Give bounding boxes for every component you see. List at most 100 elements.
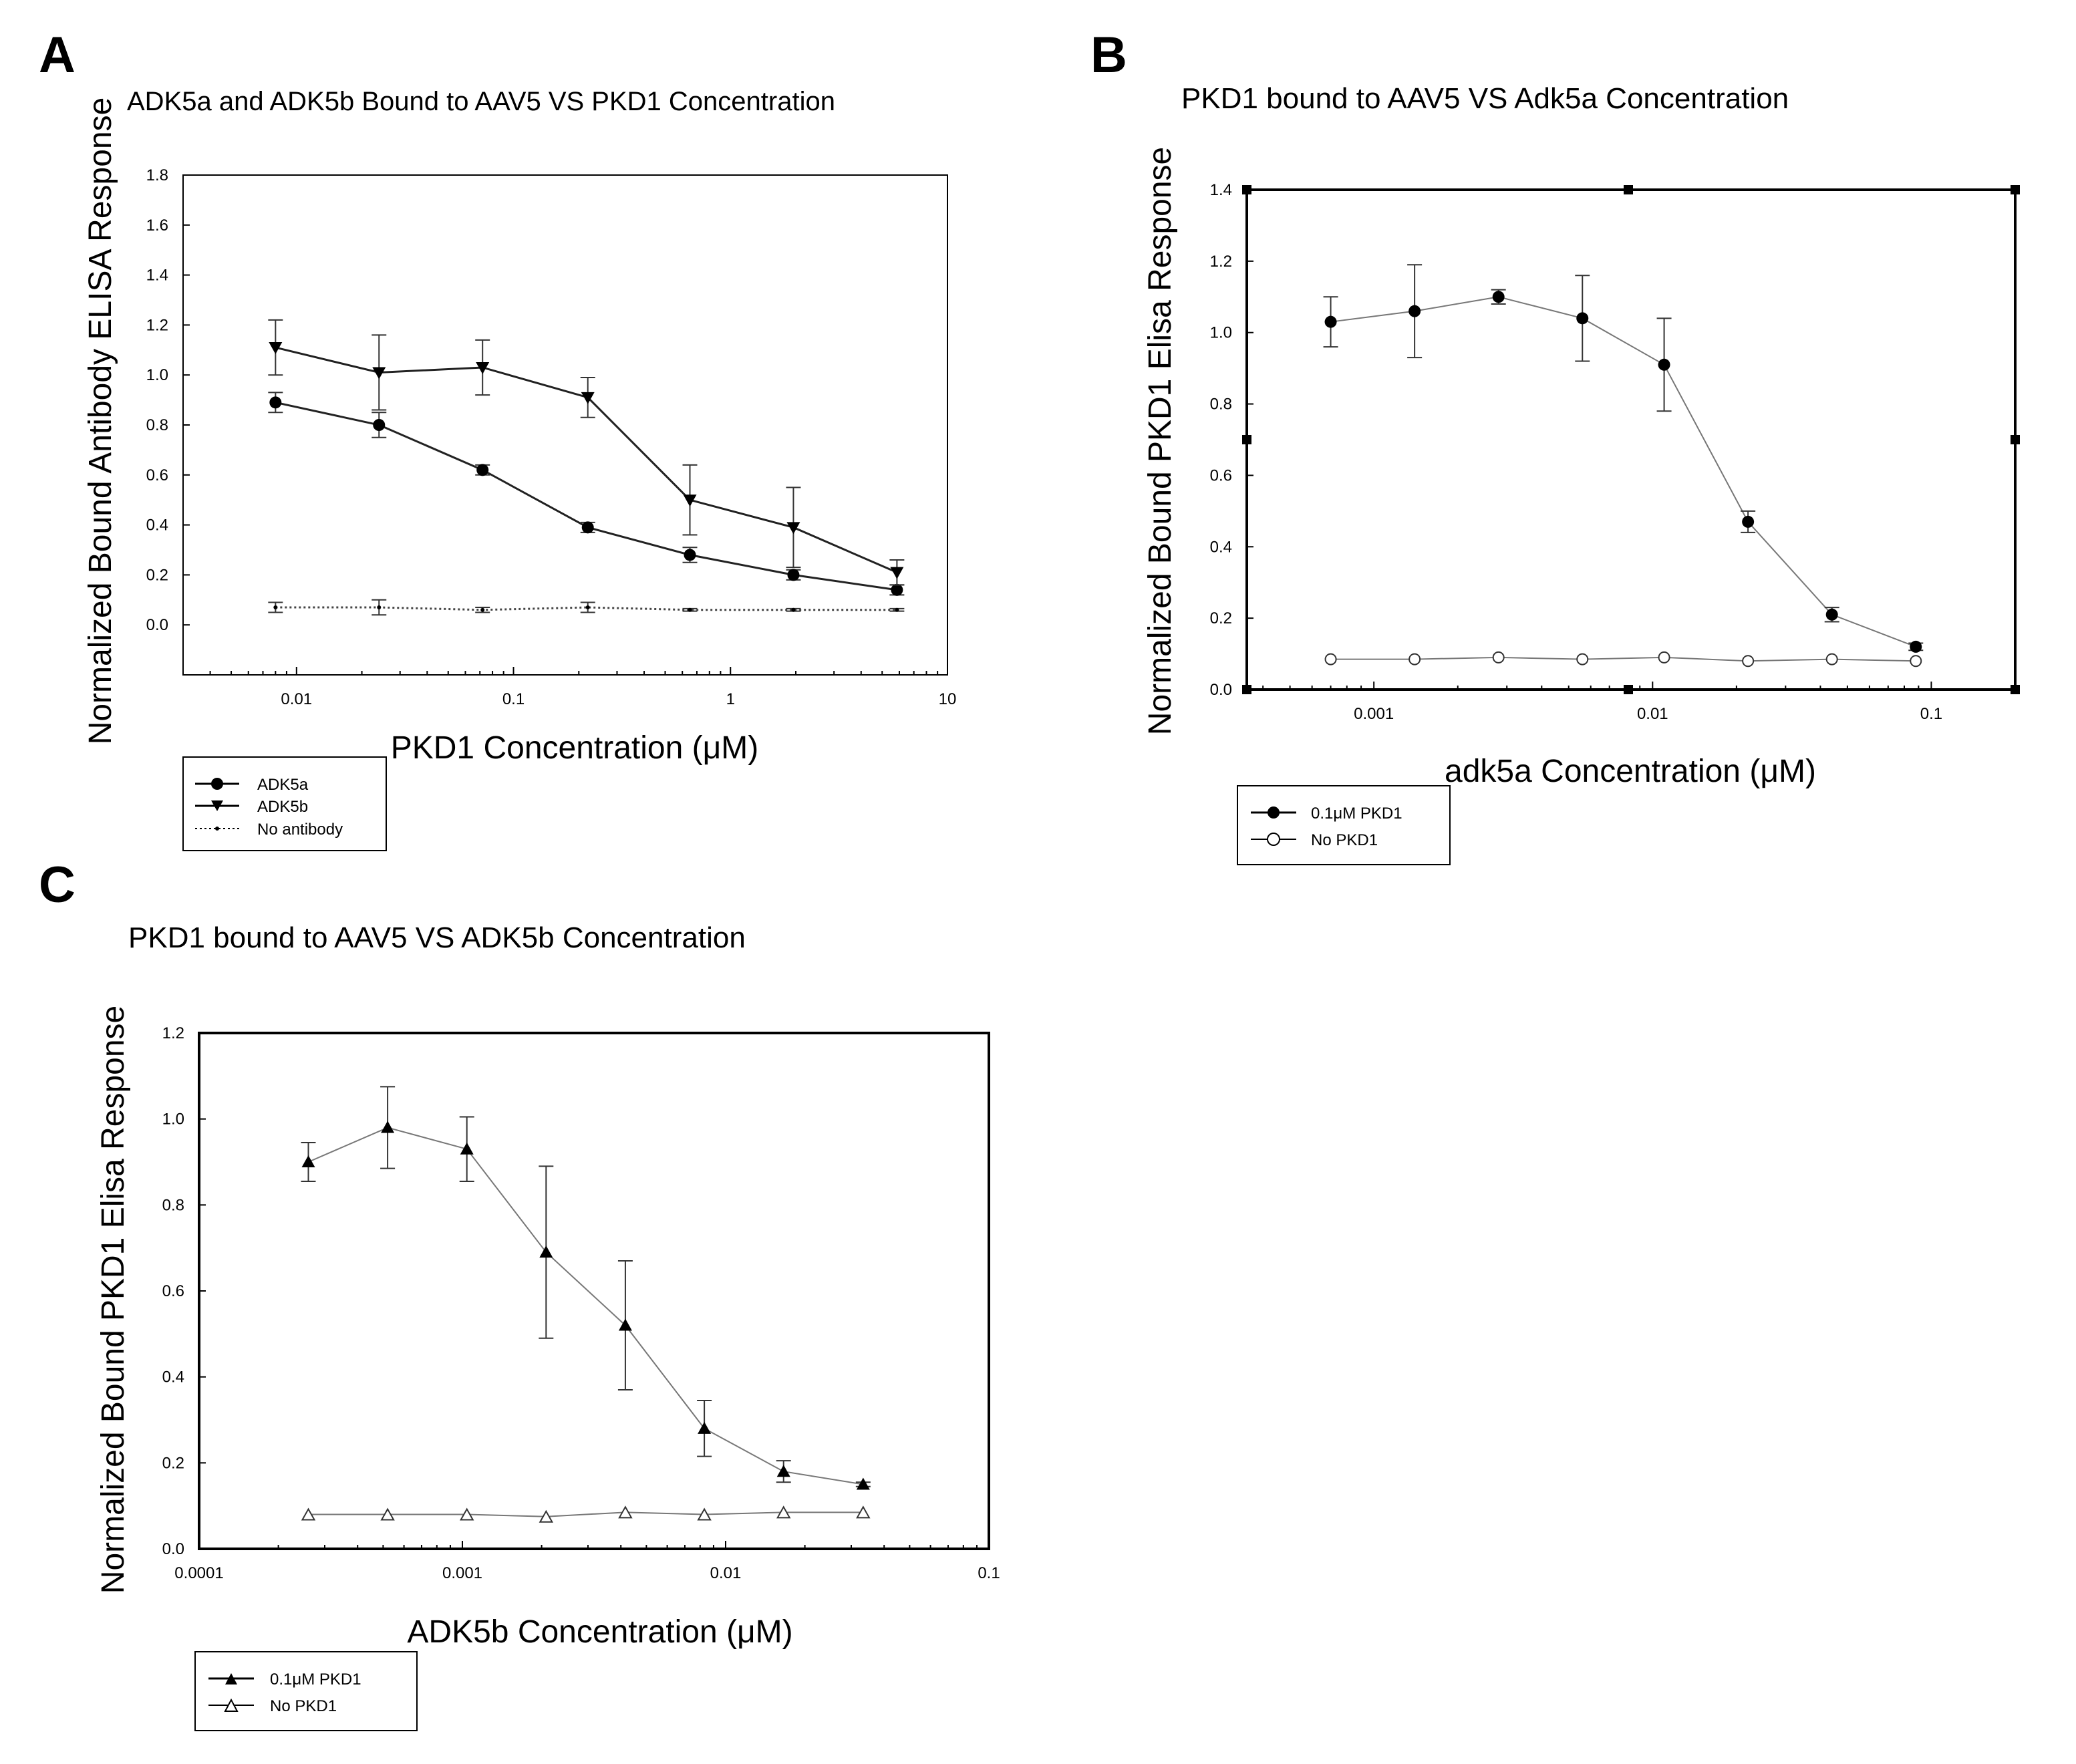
legend-label-b-pkd1: 0.1μM PKD1 <box>1311 804 1402 823</box>
x-tick-label-c-1: 0.001 <box>442 1564 482 1582</box>
data-point-c-0-1-m-pkd1-0 <box>301 1155 315 1167</box>
x-tick-label-c-3: 0.1 <box>978 1564 1000 1582</box>
data-point-c-no-pkd1-4 <box>618 1505 633 1519</box>
legend-label-no-antibody: No antibody <box>257 821 343 839</box>
x-tick-label-a-3: 10 <box>939 690 957 708</box>
x-tick-label-b-1: 0.01 <box>1637 705 1668 723</box>
data-point-c-0-1-m-pkd1-4 <box>618 1318 632 1331</box>
data-point-c-no-pkd1-0 <box>301 1507 316 1521</box>
panel-letter-c: C <box>39 857 76 913</box>
data-point-b-0-1-m-pkd1-3 <box>1576 312 1589 325</box>
plot-frame-a <box>182 174 948 676</box>
x-tick-label-c-0: 0.0001 <box>174 1564 223 1582</box>
data-point-a-no-antibody-6 <box>895 607 899 612</box>
data-point-a-adk5a-1 <box>373 419 386 431</box>
y-axis-label-c: Normalized Bound PKD1 Elisa Response <box>96 1006 131 1594</box>
data-point-a-no-antibody-1 <box>377 605 382 610</box>
data-point-b-0-1-m-pkd1-5 <box>1742 515 1755 528</box>
y-tick-label-a-2: 0.4 <box>146 517 168 535</box>
legend-marker-c-no-pkd1 <box>224 1698 239 1712</box>
y-tick-label-a-9: 1.8 <box>146 166 168 184</box>
legend-label-b-no-pkd1: No PKD1 <box>1311 831 1378 849</box>
series-line-b-no-pkd1 <box>1330 656 1916 662</box>
selection-handle-b-4 <box>1242 435 1251 444</box>
data-point-b-0-1-m-pkd1-6 <box>1825 608 1838 621</box>
plot-area-b: 0.0 0.2 0.4 0.6 0.8 1.0 1.2 1.4 0.001 0.01 0.1 <box>1210 181 2020 723</box>
data-point-a-no-antibody-5 <box>791 607 796 612</box>
series-line-c-0-1-m-pkd1 <box>308 1127 864 1485</box>
y-tick-label-b-7: 1.4 <box>1210 181 1232 199</box>
data-point-a-adk5b-4 <box>683 494 697 507</box>
plot-area-a: 0.0 0.2 0.4 0.6 0.8 1.0 1.2 1.4 1.6 1.8 0.01 0.1 1 10 <box>146 166 957 708</box>
data-point-b-0-1-m-pkd1-2 <box>1492 291 1505 303</box>
x-axis-label-b: adk5a Concentration (μM) <box>1445 754 1816 789</box>
data-point-c-no-pkd1-3 <box>539 1509 554 1523</box>
panel-c: C PKD1 bound to AAV5 VS ADK5b Concentrat… <box>39 857 1000 1731</box>
panel-letter-b: B <box>1090 27 1127 84</box>
y-tick-label-a-5: 1.0 <box>146 366 168 384</box>
data-point-b-no-pkd1-3 <box>1576 653 1589 666</box>
y-tick-label-b-3: 0.6 <box>1210 466 1232 484</box>
y-tick-label-b-4: 0.8 <box>1210 396 1232 414</box>
data-point-c-0-1-m-pkd1-3 <box>539 1245 553 1258</box>
data-point-c-no-pkd1-6 <box>776 1505 791 1519</box>
y-tick-label-a-0: 0.0 <box>146 616 168 634</box>
data-point-b-no-pkd1-5 <box>1742 655 1755 668</box>
legend-box-b <box>1237 785 1451 865</box>
x-tick-label-a-0: 0.01 <box>281 690 312 708</box>
panel-a: A ADK5a and ADK5b Bound to AAV5 VS PKD1 … <box>39 27 956 851</box>
data-point-b-no-pkd1-6 <box>1825 653 1838 666</box>
legend-label-adk5b: ADK5b <box>257 798 308 816</box>
data-point-b-0-1-m-pkd1-4 <box>1658 358 1670 371</box>
legend-marker-b-pkd1 <box>1268 806 1280 819</box>
x-tick-label-c-2: 0.01 <box>710 1564 742 1582</box>
legend-b: 0.1μM PKD1 No PKD1 <box>1237 785 1451 865</box>
data-point-b-0-1-m-pkd1-7 <box>1910 640 1922 653</box>
selection-handle-b-6 <box>1624 185 1633 194</box>
legend-a: ADK5a ADK5b No antibody <box>182 756 387 851</box>
legend-c: 0.1μM PKD1 No PKD1 <box>194 1651 418 1731</box>
y-tick-label-c-3: 0.6 <box>162 1282 184 1300</box>
y-tick-label-c-2: 0.4 <box>162 1368 184 1386</box>
data-point-b-no-pkd1-2 <box>1492 651 1505 664</box>
series-line-c-no-pkd1 <box>308 1511 863 1517</box>
data-point-c-0-1-m-pkd1-5 <box>698 1421 712 1434</box>
legend-marker-adk5b <box>211 800 223 811</box>
data-point-b-no-pkd1-7 <box>1910 655 1922 668</box>
selection-handle-b-1 <box>2011 185 2020 194</box>
y-tick-label-c-4: 0.8 <box>162 1196 184 1214</box>
data-point-c-no-pkd1-2 <box>460 1507 474 1521</box>
y-tick-label-b-5: 1.0 <box>1210 324 1232 342</box>
data-point-a-no-antibody-0 <box>273 605 278 610</box>
data-point-c-no-pkd1-5 <box>697 1507 712 1521</box>
plot-frame-c <box>198 1032 990 1550</box>
x-axis-label-a: PKD1 Concentration (μM) <box>391 730 759 766</box>
data-point-c-no-pkd1-7 <box>856 1505 871 1519</box>
legend-box-c <box>194 1651 418 1731</box>
y-tick-label-b-1: 0.2 <box>1210 609 1232 627</box>
y-tick-label-b-2: 0.4 <box>1210 538 1232 556</box>
data-point-a-no-antibody-4 <box>688 607 692 612</box>
data-point-a-no-antibody-3 <box>585 605 590 610</box>
panel-b: B PKD1 bound to AAV5 VS Adk5a Concentrat… <box>1090 27 2020 865</box>
legend-marker-c-pkd1 <box>225 1673 237 1684</box>
data-point-b-no-pkd1-1 <box>1408 653 1421 666</box>
data-point-b-no-pkd1-4 <box>1658 651 1670 664</box>
y-tick-label-a-6: 1.2 <box>146 316 168 334</box>
plot-frame-b <box>1245 188 2017 691</box>
data-point-b-0-1-m-pkd1-1 <box>1408 305 1421 317</box>
y-tick-label-c-0: 0.0 <box>162 1540 184 1558</box>
x-tick-label-a-2: 1 <box>726 690 735 708</box>
x-tick-label-b-0: 0.001 <box>1354 705 1394 723</box>
y-axis-label-b: Normalized Bound PKD1 Elisa Response <box>1143 147 1178 735</box>
x-tick-label-b-2: 0.1 <box>1920 705 1942 723</box>
data-point-a-adk5b-1 <box>372 367 386 380</box>
data-point-c-0-1-m-pkd1-1 <box>381 1121 395 1133</box>
chart-title-a: ADK5a and ADK5b Bound to AAV5 VS PKD1 Co… <box>127 87 835 116</box>
plot-area-c: 0.0 0.2 0.4 0.6 0.8 1.0 1.2 0.0001 0.001 0.01 0.1 <box>162 1024 1000 1582</box>
data-point-a-adk5a-3 <box>581 521 594 534</box>
chart-title-b: PKD1 bound to AAV5 VS Adk5a Concentratio… <box>1181 82 1789 115</box>
selection-handle-b-5 <box>2011 435 2020 444</box>
x-tick-label-a-1: 0.1 <box>502 690 525 708</box>
